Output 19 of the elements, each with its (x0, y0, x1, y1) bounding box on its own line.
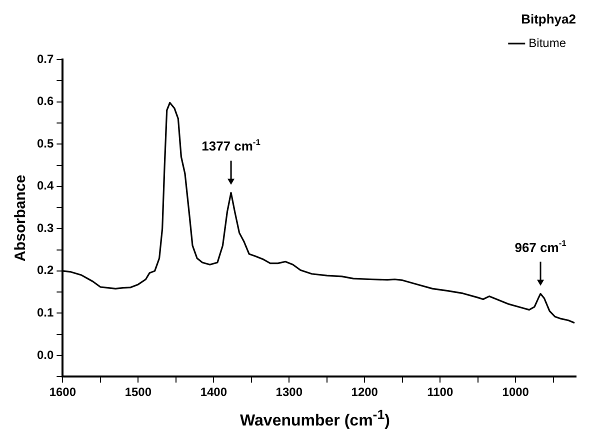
y-tick-label: 0.5 (36, 136, 54, 150)
y-tick-label: 0.3 (36, 220, 54, 235)
y-tick-label: 0.4 (36, 178, 54, 193)
x-axis-title: Wavenumber (cm$^{-1}$) (239, 407, 391, 430)
x-tick-label: 1300 (276, 385, 303, 400)
y-tick-label: 0.6 (36, 94, 54, 108)
y-tick-label: 0.2 (36, 263, 54, 278)
x-tick-label: 1400 (200, 385, 228, 400)
y-tick-label: 0.0 (36, 348, 54, 362)
y-axis-title: Absorbance (12, 174, 30, 262)
x-tick-label: 1100 (427, 385, 454, 400)
x-tick-label: 1200 (351, 385, 378, 400)
x-tick-label: 1000 (502, 385, 530, 400)
y-tick-label: 0.7 (36, 52, 54, 66)
x-tick-label: 1500 (124, 385, 152, 400)
y-tick-label: 0.1 (36, 306, 54, 320)
chart-subtitle: Bitphya2 (521, 11, 576, 26)
legend-label: Bitume (528, 36, 566, 50)
x-tick-label: 1600 (49, 385, 76, 400)
